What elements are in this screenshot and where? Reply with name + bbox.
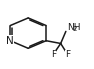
Text: N: N xyxy=(6,36,14,46)
Text: 2: 2 xyxy=(72,26,77,32)
Text: F: F xyxy=(65,50,70,59)
Text: NH: NH xyxy=(67,23,80,32)
Text: F: F xyxy=(51,50,56,59)
